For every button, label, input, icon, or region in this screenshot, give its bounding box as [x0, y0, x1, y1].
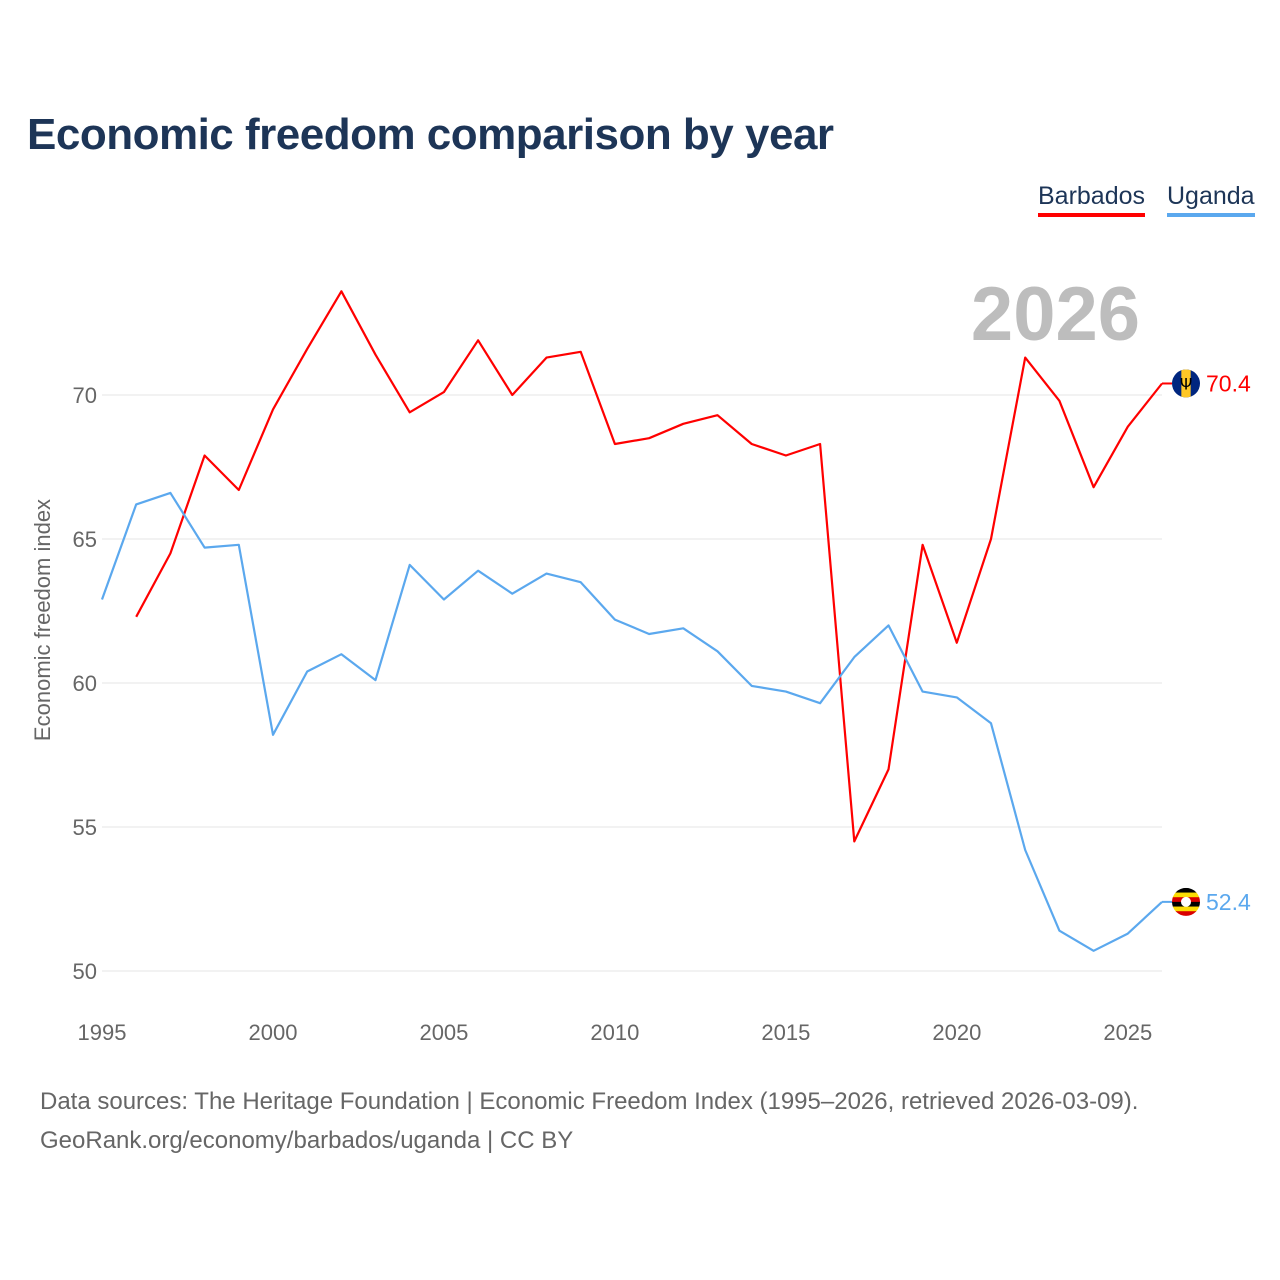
data-point-barbados	[1092, 485, 1096, 489]
data-point-uganda	[271, 733, 275, 737]
data-point-barbados	[715, 413, 719, 417]
data-point-barbados	[921, 543, 925, 547]
data-point-barbados	[168, 551, 172, 555]
data-point-uganda	[305, 669, 309, 673]
data-point-barbados	[442, 390, 446, 394]
data-point-uganda	[989, 721, 993, 725]
data-point-uganda	[955, 695, 959, 699]
data-point-barbados	[989, 537, 993, 541]
data-point-uganda	[100, 597, 104, 601]
credit-link[interactable]: GeoRank.org/economy/barbados/uganda | CC…	[40, 1127, 574, 1154]
series-line-uganda	[100, 491, 1163, 952]
data-point-uganda	[1057, 929, 1061, 933]
end-value-label: 70.4	[1206, 370, 1251, 396]
data-point-barbados	[305, 347, 309, 351]
data-point-uganda	[510, 592, 514, 596]
data-point-uganda	[545, 572, 549, 576]
data-point-barbados	[237, 488, 241, 492]
data-point-barbados	[647, 436, 651, 440]
barbados-flag-icon: Ψ	[1172, 369, 1200, 398]
data-point-barbados	[852, 839, 856, 843]
data-point-uganda	[852, 655, 856, 659]
x-tick-label: 1995	[78, 1020, 127, 1045]
x-tick-label: 2015	[761, 1020, 810, 1045]
data-point-uganda	[374, 678, 378, 682]
data-point-uganda	[442, 597, 446, 601]
data-point-barbados	[408, 410, 412, 414]
data-point-uganda	[1126, 932, 1130, 936]
data-point-uganda	[134, 502, 138, 506]
data-point-uganda	[750, 684, 754, 688]
data-point-barbados	[613, 442, 617, 446]
data-point-barbados	[1126, 425, 1130, 429]
x-tick-label: 2005	[419, 1020, 468, 1045]
data-point-uganda	[921, 690, 925, 694]
data-point-uganda	[408, 563, 412, 567]
data-point-uganda	[339, 652, 343, 656]
chart-title: Economic freedom comparison by year	[27, 110, 834, 159]
data-point-uganda	[203, 546, 207, 550]
svg-text:Ψ: Ψ	[1180, 374, 1193, 393]
x-tick-label: 2025	[1103, 1020, 1152, 1045]
data-point-barbados	[203, 453, 207, 457]
data-point-uganda	[681, 626, 685, 630]
data-point-uganda	[579, 580, 583, 584]
legend-barbados[interactable]: Barbados	[1038, 182, 1146, 217]
data-sources: Data sources: The Heritage Foundation | …	[40, 1088, 1139, 1115]
data-point-barbados	[818, 442, 822, 446]
series-line-barbados	[135, 290, 1163, 843]
end-value-label: 52.4	[1206, 889, 1251, 915]
data-point-uganda	[613, 618, 617, 622]
year-watermark: 2026	[971, 272, 1140, 357]
data-point-uganda	[1092, 949, 1096, 953]
x-tick-label: 2020	[932, 1020, 981, 1045]
data-point-uganda	[715, 649, 719, 653]
legend-uganda[interactable]: Uganda	[1167, 182, 1255, 217]
data-point-barbados	[750, 442, 754, 446]
y-tick-label: 50	[73, 959, 97, 984]
data-point-uganda	[886, 623, 890, 627]
data-point-barbados	[510, 393, 514, 397]
data-point-barbados	[134, 615, 138, 619]
data-point-barbados	[271, 407, 275, 411]
y-tick-label: 65	[73, 527, 97, 552]
data-point-barbados	[339, 289, 343, 293]
data-point-barbados	[784, 453, 788, 457]
y-tick-label: 60	[73, 671, 97, 696]
y-tick-label: 70	[73, 383, 97, 408]
data-point-uganda	[237, 543, 241, 547]
data-point-barbados	[374, 353, 378, 357]
x-tick-label: 2010	[590, 1020, 639, 1045]
data-point-barbados	[545, 356, 549, 360]
data-point-uganda	[476, 569, 480, 573]
data-point-barbados	[579, 350, 583, 354]
data-point-uganda	[784, 690, 788, 694]
y-tick-label: 55	[73, 815, 97, 840]
data-point-barbados	[886, 767, 890, 771]
data-point-barbados	[1057, 399, 1061, 403]
data-point-uganda	[168, 491, 172, 495]
data-point-uganda	[1023, 848, 1027, 852]
uganda-flag-icon	[1172, 887, 1200, 916]
data-point-barbados	[681, 422, 685, 426]
data-point-uganda	[818, 701, 822, 705]
x-tick-label: 2000	[248, 1020, 297, 1045]
y-axis-label: Economic freedom index	[30, 499, 55, 741]
data-point-barbados	[1023, 356, 1027, 360]
data-point-uganda	[647, 632, 651, 636]
data-point-barbados	[476, 338, 480, 342]
data-point-barbados	[955, 641, 959, 645]
